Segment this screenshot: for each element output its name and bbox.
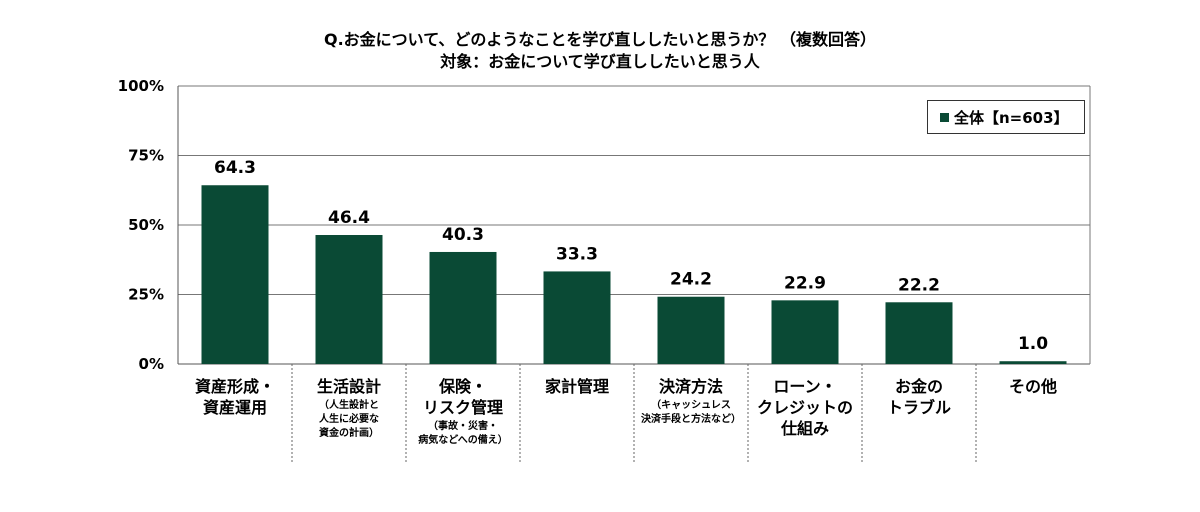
- value-label: 22.2: [898, 275, 940, 295]
- y-tick-label: 0%: [139, 355, 164, 373]
- y-tick-label: 25%: [128, 286, 164, 304]
- y-tick-label: 100%: [118, 77, 164, 95]
- category-label: 決済方法 （キャッシュレス 決済手段と方法など）: [634, 376, 748, 427]
- bar: [543, 271, 611, 364]
- category-label: 保険・ リスク管理 （事故・災害・ 病気などへの備え）: [406, 376, 520, 448]
- bar: [885, 302, 953, 364]
- bar: [201, 185, 269, 364]
- value-label: 33.3: [556, 244, 598, 264]
- value-label: 1.0: [1018, 334, 1048, 354]
- category-label: 資産形成・ 資産運用: [178, 376, 292, 418]
- category-label: ローン・ クレジットの 仕組み: [748, 376, 862, 439]
- category-name: ローン・ クレジットの 仕組み: [756, 377, 853, 438]
- bar: [999, 361, 1067, 364]
- category-name: 資産形成・ 資産運用: [194, 377, 275, 417]
- value-label: 22.9: [784, 273, 826, 293]
- category-label: 家計管理: [520, 376, 634, 397]
- category-label: その他: [976, 376, 1090, 397]
- value-label: 64.3: [214, 158, 256, 178]
- bar: [771, 300, 839, 364]
- category-name: 家計管理: [544, 377, 609, 396]
- category-note: （人生設計と 人生に必要な 資金の計画）: [319, 400, 379, 439]
- value-label: 40.3: [442, 225, 484, 245]
- category-name: 保険・ リスク管理: [422, 377, 503, 417]
- chart-title: Q.お金について、どのようなことを学び直ししたいと思うか？ （複数回答）: [324, 30, 876, 49]
- bar: [429, 251, 497, 364]
- legend-swatch: [940, 112, 949, 122]
- value-label: 46.4: [328, 208, 370, 228]
- category-name: 生活設計: [316, 377, 381, 396]
- legend-label: 全体【n=603】: [954, 108, 1069, 127]
- category-name: 決済方法: [658, 377, 723, 396]
- category-note: （事故・災害・ 病気などへの備え）: [418, 421, 508, 446]
- value-label: 24.2: [670, 270, 712, 290]
- bar: [315, 235, 383, 364]
- y-tick-label: 75%: [128, 147, 164, 165]
- bar: [657, 296, 725, 364]
- legend: 全体【n=603】: [927, 100, 1085, 134]
- y-tick-label: 50%: [128, 216, 164, 234]
- category-note: （キャッシュレス 決済手段と方法など）: [641, 400, 741, 425]
- category-name: その他: [1008, 377, 1057, 396]
- category-label: お金の トラブル: [862, 376, 976, 418]
- chart-subtitle: 対象：お金について学び直ししたいと思う人: [440, 52, 760, 71]
- category-name: お金の トラブル: [886, 377, 951, 417]
- category-label: 生活設計 （人生設計と 人生に必要な 資金の計画）: [292, 376, 406, 441]
